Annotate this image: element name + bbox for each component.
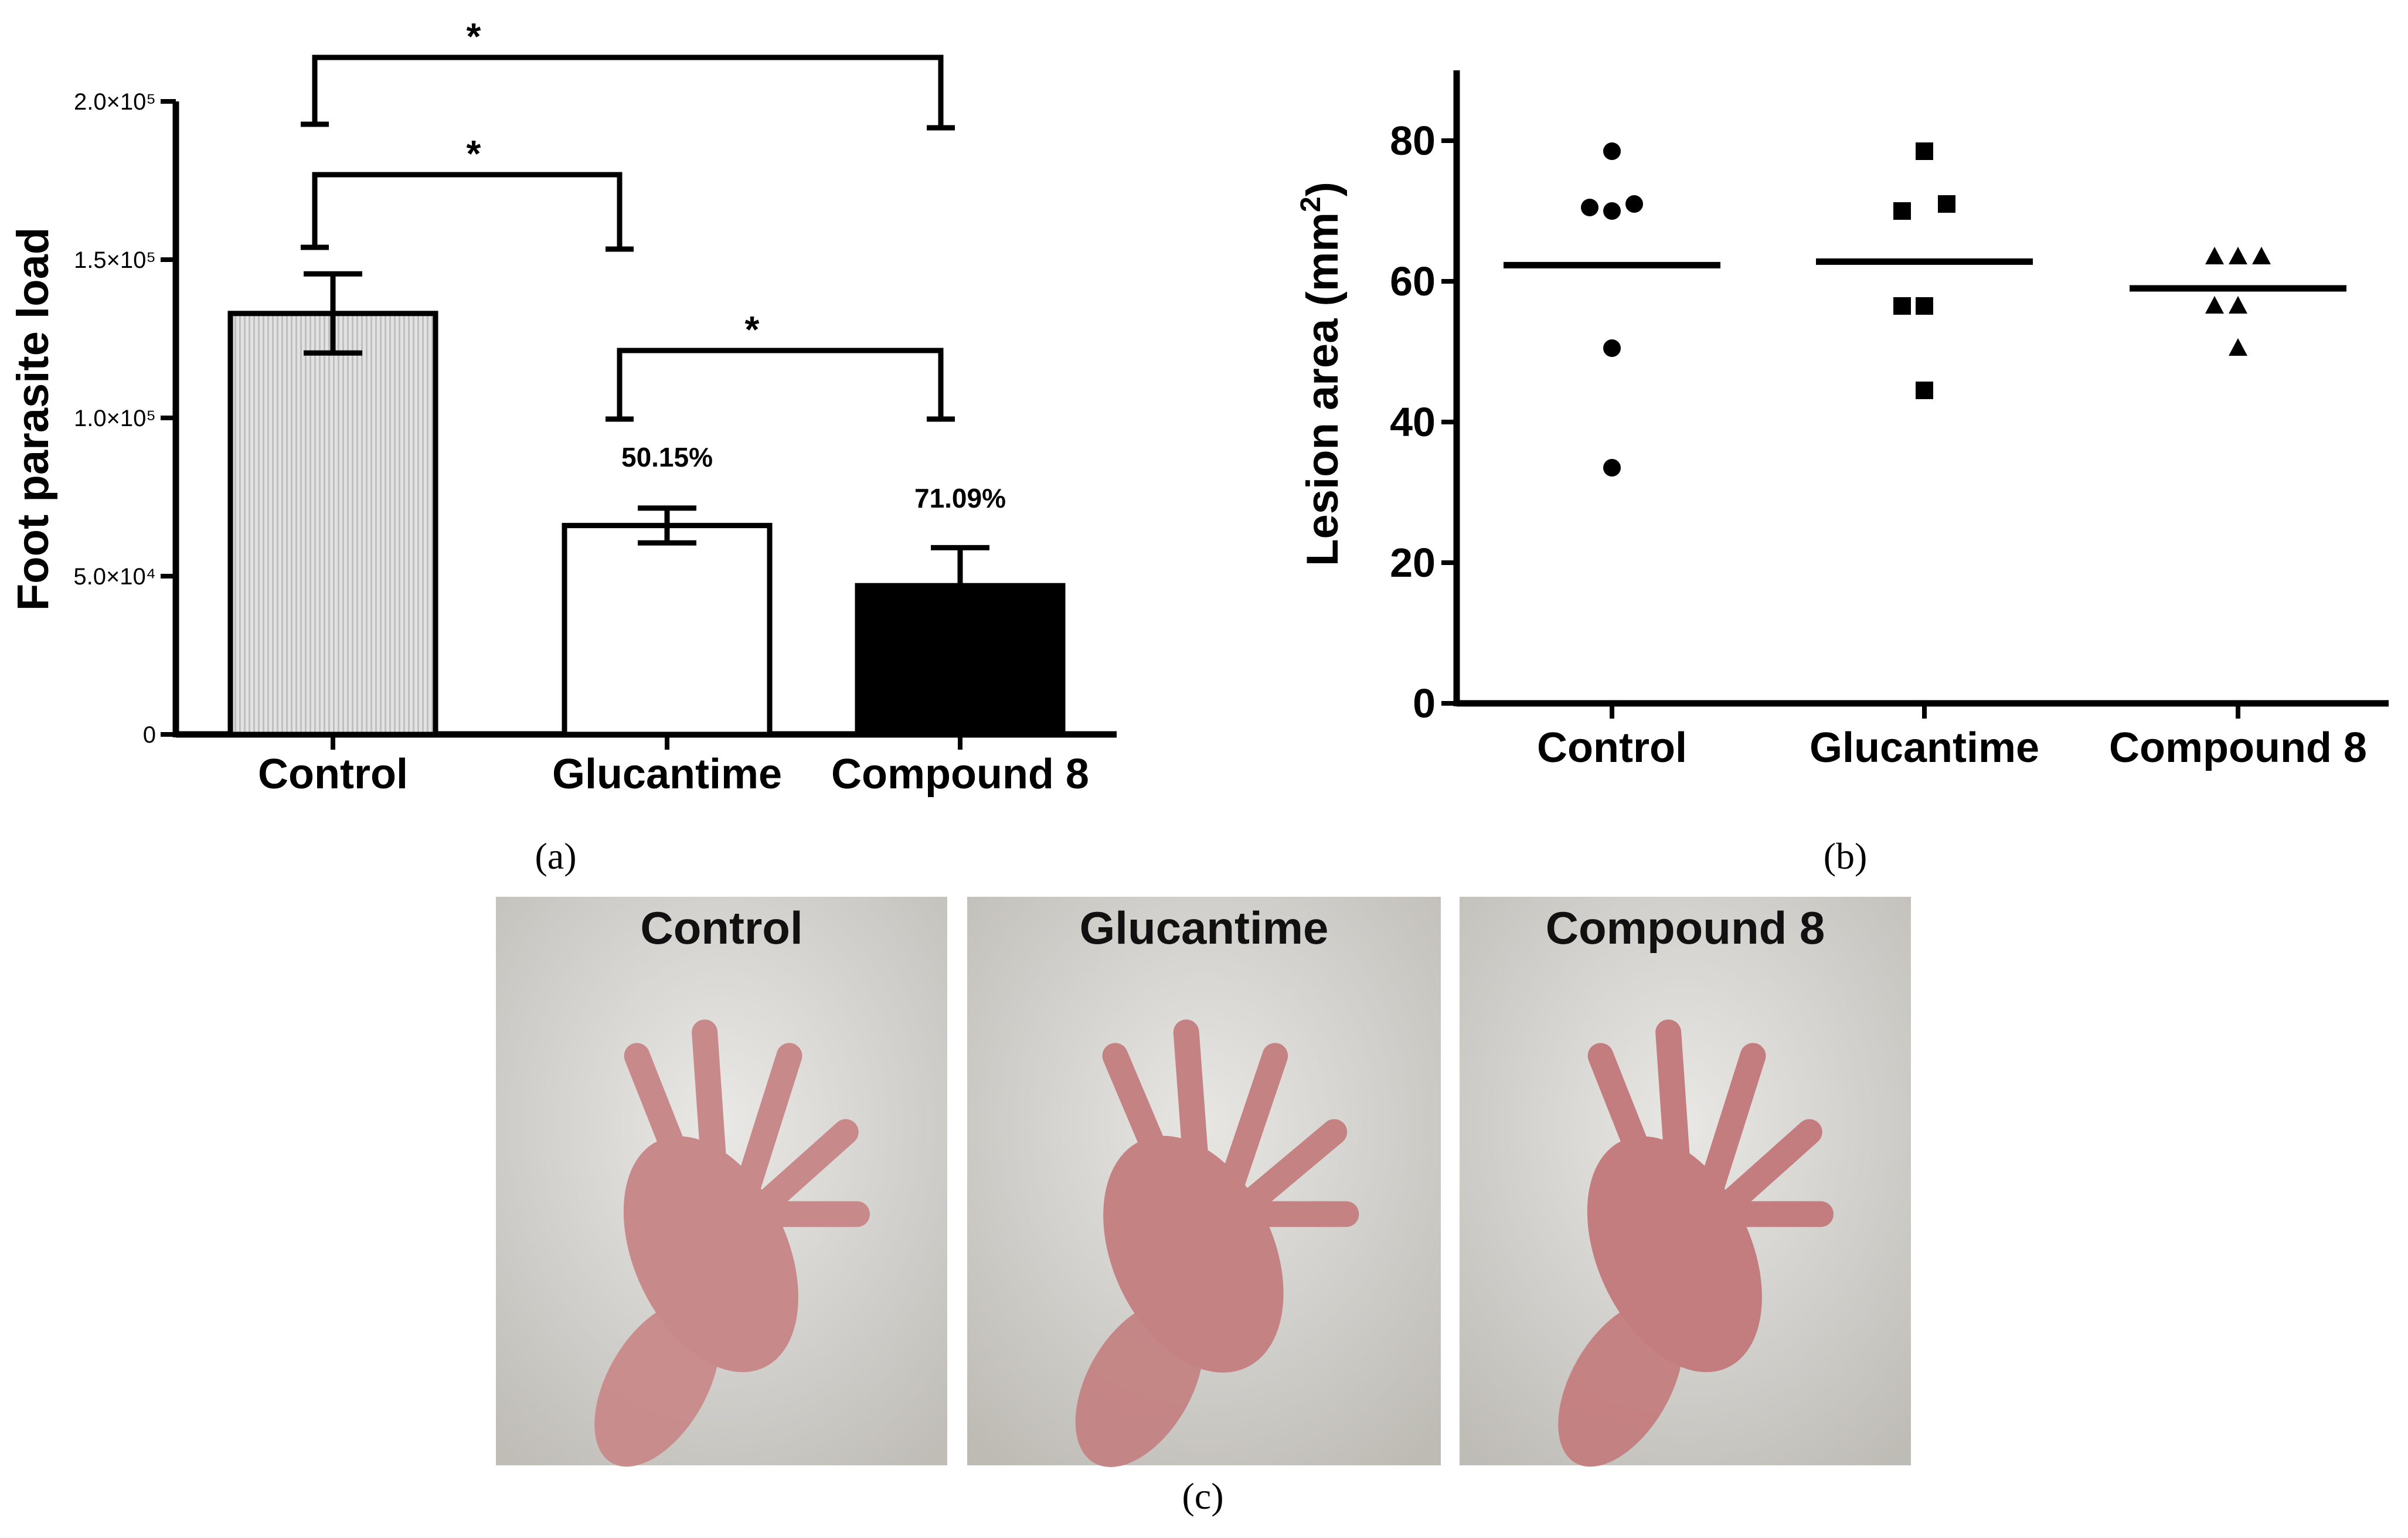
data-point-circle [1603,202,1621,220]
paw-toe [692,1019,730,1227]
x-tick-label: Control [1537,724,1687,771]
data-point-triangle [2205,296,2224,314]
data-point-triangle [2229,296,2247,314]
bar-chart-y-ticks: 0 5.0×10⁴ 1.0×10⁵ 1.5×10⁵ 2.0×10⁵ [73,89,176,748]
significance-bracket [312,55,944,128]
photo-title: Glucantime [1080,902,1329,954]
scatter-chart-category-labels: Control Glucantime Compound 8 [1537,703,2367,771]
significance-bracket [312,172,623,249]
x-tick-label: Control [258,751,408,798]
parasite-load-bar-chart: 0 5.0×10⁴ 1.0×10⁵ 1.5×10⁵ 2.0×10⁵ * * * 50.15%… [8,15,1117,798]
panel-label-c: (c) [1182,1475,1223,1517]
data-point-square [1916,142,1933,160]
y-tick-label: 2.0×10⁵ [74,89,156,115]
photo-title: Control [640,902,802,954]
data-point-circle [1625,195,1643,213]
panel-label-a: (a) [535,835,576,877]
y-tick-label: 80 [1390,118,1436,164]
significance-star: * [467,132,481,175]
paw-photo-3: Compound 8 [1460,897,1911,1467]
reduction-percent-label: 71.09% [914,483,1006,513]
data-point-square [1893,297,1911,315]
data-point-triangle [2229,247,2247,264]
scatter-chart-points [1581,142,2271,477]
y-tick-label: 1.5×10⁵ [74,247,156,273]
photo-title: Compound 8 [1546,902,1825,954]
scatter-chart-y-ticks: 0 20 40 60 80 [1390,118,1457,726]
x-tick-label: Glucantime [1810,724,2039,771]
reduction-percent-label: 50.15% [621,442,713,472]
scatter-chart-y-axis-title: Lesion area (mm2) [1295,182,1348,566]
data-point-circle [1603,459,1621,477]
bar-chart-error-bars [304,271,989,586]
bar-annotations: 50.15% 71.09% [621,442,1006,513]
y-tick-label: 5.0×10⁴ [73,564,156,590]
paw-toe [1102,1043,1195,1227]
y-tick-label: 60 [1390,258,1436,304]
y-tick-label: 0 [1413,680,1436,726]
paw-toe [1223,1119,1348,1227]
paw-toe [741,1119,859,1227]
y-tick-label: 0 [143,722,156,748]
panel-label-b: (b) [1824,835,1868,877]
paw-heel [1558,1301,1683,1467]
lesion-area-scatter-chart: 0 20 40 60 80 Control Glucantime Compound 8 Le… [1295,70,2389,771]
paw-photos: Control Glucantime Compound 8 [496,897,1911,1467]
y-tick-label: 40 [1390,399,1436,445]
paw-photo-2: Glucantime [967,897,1441,1467]
bar [855,583,1066,737]
data-point-triangle [2229,338,2247,356]
bar-chart-bars [227,311,1066,737]
significance-bracket [617,348,944,419]
data-point-triangle [2252,247,2271,264]
data-point-circle [1581,199,1598,216]
paw-photo-1: Control [496,897,947,1467]
paw-toe [1690,1043,1766,1227]
x-tick-label: Glucantime [552,751,782,798]
data-point-circle [1603,142,1621,160]
paw-toe [726,1043,802,1227]
paw-heel [1075,1301,1204,1467]
paw-toe [1705,1119,1822,1227]
bar-chart-y-axis-title: Foot parasite load [8,227,58,611]
bar [562,523,773,737]
data-point-square [1916,382,1933,399]
scatter-chart-mean-lines [1504,258,2346,292]
significance-star: * [745,308,760,351]
bar-chart-category-labels: Control Glucantime Compound 8 [258,734,1089,798]
paw-toe [1587,1043,1676,1227]
data-point-square [1938,195,1955,213]
x-tick-label: Compound 8 [831,751,1089,798]
y-tick-label: 1.0×10⁵ [74,406,156,431]
data-point-triangle [2205,247,2224,264]
data-point-square [1916,297,1933,315]
paw-toe [1209,1043,1288,1227]
data-point-square [1893,202,1911,220]
paw-toe [1655,1019,1694,1227]
paw-toe [624,1043,713,1227]
y-tick-label: 20 [1390,540,1436,586]
bar [227,311,438,737]
significance-star: * [467,15,481,57]
significance-brackets: * * * [301,15,955,422]
paw-toe [1173,1019,1213,1227]
paw-heel [594,1301,720,1467]
x-tick-label: Compound 8 [2109,724,2367,771]
data-point-circle [1603,339,1621,357]
